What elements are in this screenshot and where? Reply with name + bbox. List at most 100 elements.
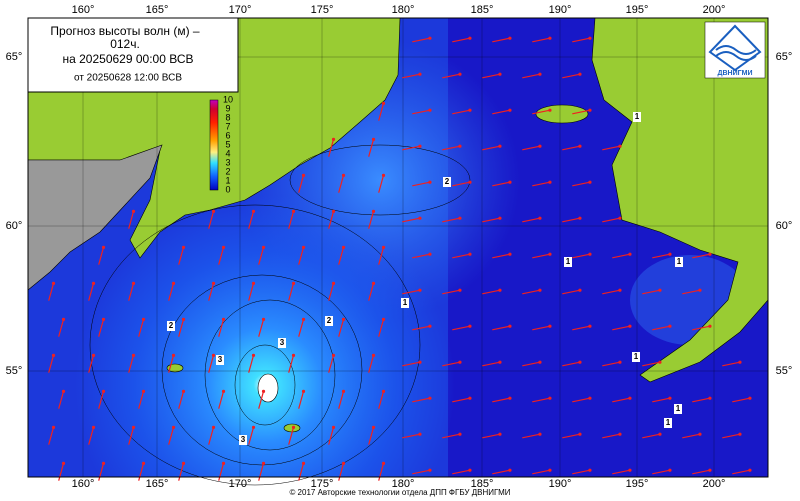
wave-arrow-head — [588, 108, 592, 112]
wave-arrow — [602, 361, 621, 367]
lat-label: 60° — [6, 220, 23, 232]
wave-arrow — [368, 355, 375, 373]
wave-arrow — [442, 217, 461, 223]
wave-arrow — [482, 217, 501, 223]
wave-arrow — [442, 433, 461, 439]
wave-arrow — [98, 391, 105, 409]
wave-arrow-head — [468, 468, 472, 472]
contour-line — [161, 274, 363, 466]
wave-arrow — [328, 211, 335, 229]
contour-label-box — [443, 177, 451, 187]
colorbar-label: 7 — [225, 121, 230, 131]
wave-arrow — [652, 253, 671, 259]
wave-arrow-head — [61, 317, 66, 321]
wave-arrow-head — [418, 72, 422, 76]
wave-arrow — [532, 397, 551, 403]
contour-line — [204, 299, 336, 451]
header-lead: 012ч. — [110, 37, 140, 51]
wave-arrow-head — [618, 288, 622, 292]
wave-arrow — [178, 391, 185, 409]
wave-arrow-head — [371, 425, 376, 429]
wave-arrow-head — [131, 425, 136, 429]
wave-arrow-head — [458, 360, 462, 364]
wave-arrow — [452, 325, 471, 331]
lon-label: 190° — [549, 4, 572, 16]
wave-arrow-head — [301, 461, 306, 465]
contour-label: 1 — [403, 298, 408, 307]
wave-arrow-head — [738, 360, 742, 364]
lat-label: 60° — [776, 220, 793, 232]
wave-arrow — [178, 247, 185, 265]
wave-arrow-head — [381, 389, 386, 393]
wave-arrow — [452, 397, 471, 403]
contour-label-box — [401, 298, 409, 308]
colorbar-label: 10 — [223, 94, 233, 104]
wave-arrow — [532, 181, 551, 187]
contour-label-box — [167, 321, 175, 331]
wave-arrow-head — [181, 461, 186, 465]
wave-arrow-head — [548, 180, 552, 184]
lon-label: 190° — [549, 478, 572, 490]
wave-arrow — [692, 325, 711, 331]
wave-arrow — [248, 427, 255, 445]
wave-arrow-head — [428, 108, 432, 112]
wave-arrow-head — [428, 180, 432, 184]
contour-label: 1 — [635, 112, 640, 121]
wave-arrow-head — [181, 317, 186, 321]
wave-arrow — [722, 433, 741, 439]
logo-emblem — [708, 24, 762, 72]
wave-arrow-head — [458, 432, 462, 436]
contour-label: 1 — [566, 257, 571, 266]
lat-label: 55° — [6, 365, 23, 377]
wave-arrow — [88, 427, 95, 445]
wave-arrow — [378, 247, 385, 265]
wave-arrow-head — [221, 461, 226, 465]
contour-label-box — [278, 338, 286, 348]
wave-arrow — [288, 283, 295, 301]
wave-arrow — [412, 397, 431, 403]
wave-arrow — [442, 145, 461, 151]
wave-arrow-head — [261, 245, 266, 249]
wave-arrow-head — [51, 281, 56, 285]
wave-arrow-head — [418, 216, 422, 220]
wave-arrow-head — [181, 245, 186, 249]
wave-arrow-head — [91, 425, 96, 429]
wave-arrow-head — [548, 252, 552, 256]
wave-arrow-head — [698, 432, 702, 436]
wave-arrow-head — [101, 245, 106, 249]
contour-line — [89, 204, 421, 486]
wave-arrow — [258, 463, 265, 481]
wave-arrow-head — [538, 216, 542, 220]
wave-arrow-head — [211, 209, 216, 213]
wave-arrow — [692, 253, 711, 259]
wave-arrow-head — [538, 288, 542, 292]
wave-arrow — [572, 469, 591, 475]
lon-label: 200° — [703, 478, 726, 490]
wave-arrow-head — [588, 468, 592, 472]
wave-arrow-head — [468, 108, 472, 112]
wave-arrow — [562, 361, 581, 367]
wave-arrow-head — [51, 425, 56, 429]
lon-label: 160° — [72, 478, 95, 490]
wave-arrow — [412, 253, 431, 259]
wave-arrow-head — [428, 252, 432, 256]
wave-arrow — [482, 361, 501, 367]
wave-arrow — [492, 181, 511, 187]
wave-arrow — [218, 463, 225, 481]
wave-arrow — [98, 319, 105, 337]
wave-arrow-head — [508, 252, 512, 256]
land-kamchatka — [27, 144, 163, 291]
wave-arrow-head — [251, 281, 256, 285]
wave-arrow — [452, 469, 471, 475]
wave-arrow-head — [381, 173, 386, 177]
wave-arrow — [288, 211, 295, 229]
wave-arrow — [328, 139, 335, 157]
contour-label-box — [632, 352, 640, 362]
wave-arrow-head — [458, 288, 462, 292]
lon-label: 165° — [146, 4, 169, 16]
colorbar-label: 2 — [225, 166, 230, 176]
wave-arrow — [248, 283, 255, 301]
wave-arrow — [682, 433, 701, 439]
wave-arrow-head — [618, 432, 622, 436]
